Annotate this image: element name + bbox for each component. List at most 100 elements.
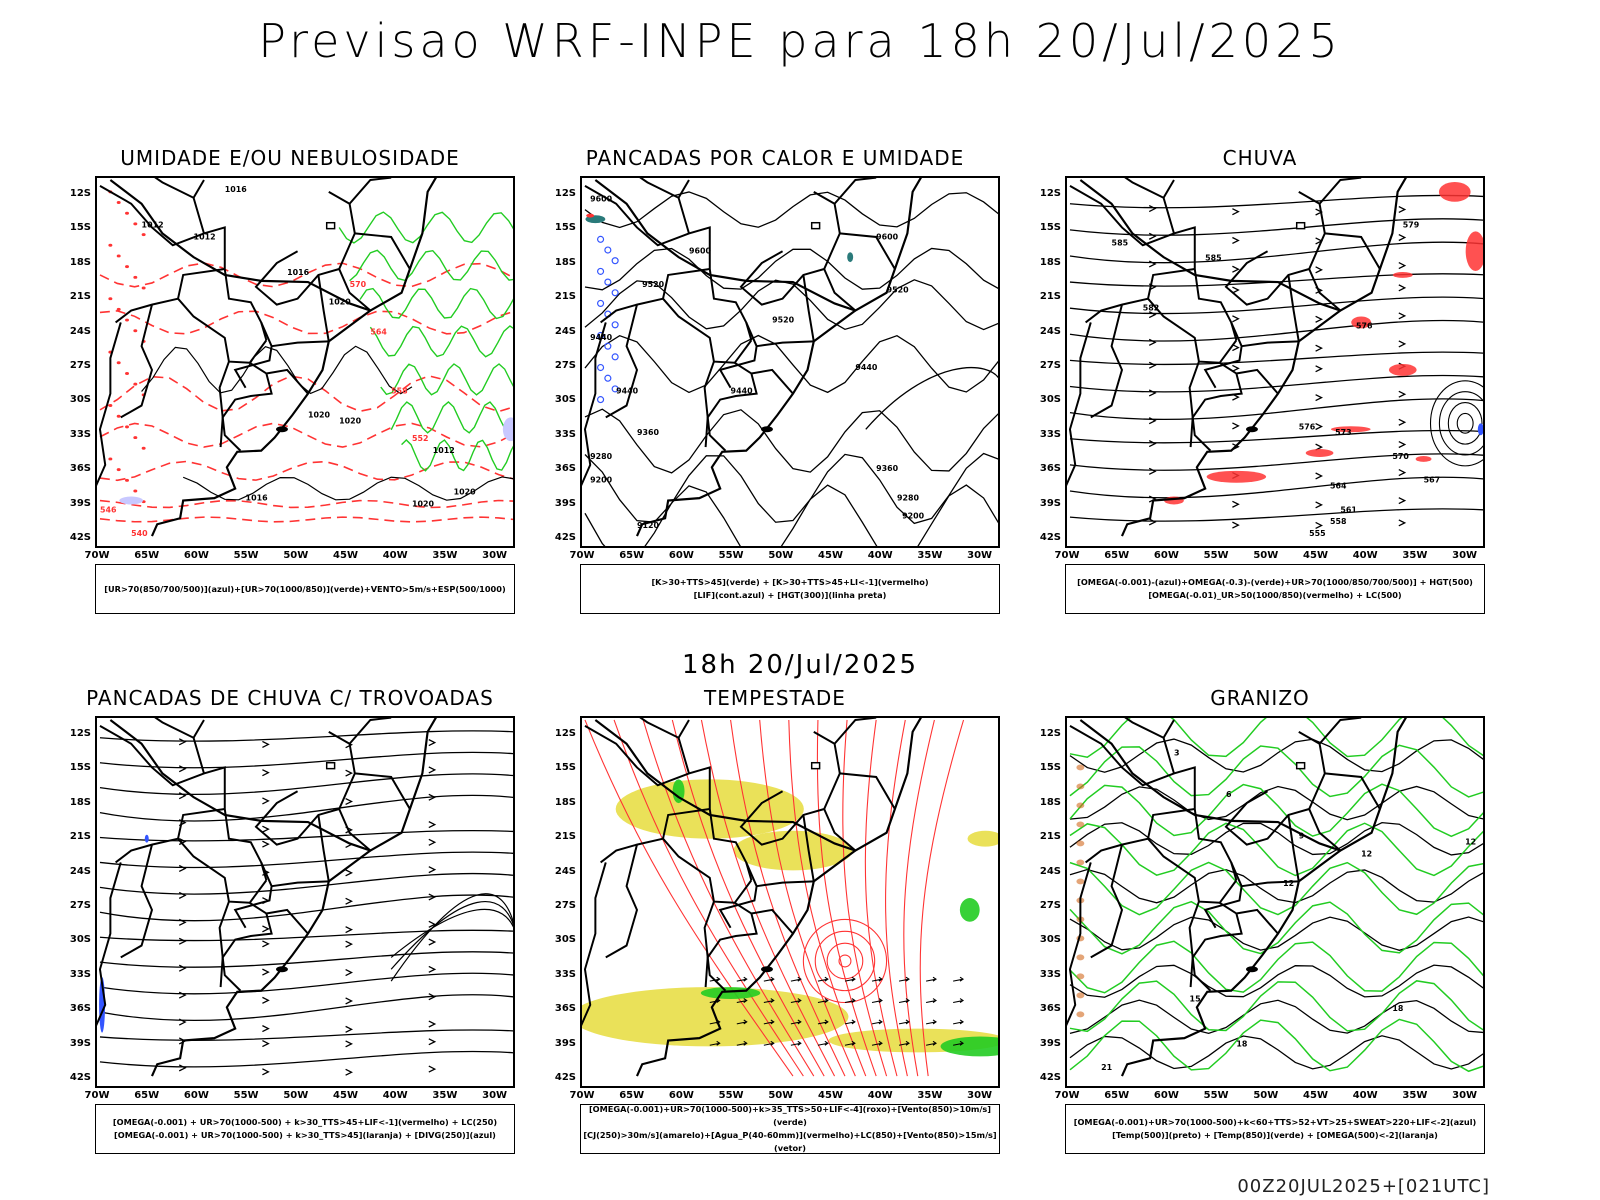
latitude-tick-label: 27S [69, 360, 91, 371]
cyclone-streamline [1438, 391, 1483, 456]
omega-500-area [1076, 878, 1085, 885]
wind-vector [736, 998, 748, 1004]
moisture-cell [116, 468, 121, 472]
temp-500-contour [1069, 868, 1483, 904]
panel-legend: [OMEGA(-0.001)+UR>70(1000-500)+k<60+TTS>… [1065, 1104, 1485, 1154]
latitude-tick-label: 30S [1039, 394, 1061, 406]
height-contour [584, 408, 998, 474]
omega-500-area [1076, 783, 1085, 790]
divergence-area [144, 834, 149, 843]
state-border [97, 862, 122, 1027]
flow-arrow [345, 797, 353, 806]
state-border [677, 179, 690, 199]
state-border [348, 178, 392, 205]
flow-arrow [262, 996, 270, 1004]
latitude-tick-label: 33S [69, 428, 91, 440]
latitude-tick-label: 21S [554, 291, 576, 303]
temp-850-contour [1069, 718, 1483, 759]
contour-label: 9440 [855, 363, 878, 372]
latitude-tick-label: 30S [69, 934, 91, 946]
longitude-tick-label: 35W [1402, 550, 1428, 561]
wind-vector [790, 1040, 802, 1046]
rain-area [1415, 455, 1432, 462]
longitude-tick-label: 50W [768, 550, 794, 561]
state-border [120, 304, 154, 419]
latitude-tick-label: 36S [69, 1003, 91, 1015]
legend-line: [K>30+TTS>45](verde) + [K>30+TTS>45+LI<-… [651, 577, 929, 587]
flow-arrow [1315, 422, 1323, 431]
map-panel: TEMPESTADE 12S 15S 18S 21S 24S 27S 30S 33S 36S 39S… [540, 686, 1010, 1186]
state-border [1324, 232, 1381, 270]
streamline [99, 951, 513, 968]
longitude-tick-label: 70W [1054, 1090, 1080, 1101]
contour-label: 12 [1361, 849, 1372, 858]
flow-arrow [428, 766, 437, 774]
flow-arrow [1148, 467, 1157, 475]
streamline-850 [613, 719, 804, 1077]
flow-arrow [1398, 469, 1407, 477]
flow-arrow [1398, 390, 1407, 398]
flow-arrow [178, 918, 187, 926]
flow-arrow [1398, 497, 1407, 505]
moisture-cell [125, 371, 129, 375]
lifted-index-contour [611, 321, 619, 329]
flow-arrow [1232, 344, 1240, 352]
state-border [1308, 268, 1342, 312]
contour-label: 9360 [876, 464, 899, 473]
longitude-tick-label: 60W [668, 550, 694, 561]
flow-arrow [1148, 495, 1157, 503]
longitude-tick-label: 60W [183, 550, 209, 561]
state-border [1318, 178, 1362, 205]
brasilia-box [325, 761, 336, 770]
legend-line: [LIF](cont.azul) + [HGT(300)](linha pret… [693, 590, 887, 600]
temp-850-contour [1069, 822, 1483, 877]
legend-line: [OMEGA(-0.01)_UR>50(1000/850)(vermelho) … [1148, 590, 1402, 600]
latitude-tick-label: 18S [554, 796, 576, 808]
longitude-tick-label: 50W [1253, 550, 1279, 561]
flow-arrow [1315, 344, 1323, 352]
contour-label: 12 [1465, 838, 1476, 847]
brasilia-box [1295, 761, 1306, 770]
state-border [718, 322, 758, 389]
latitude-tick-label: 42S [1039, 1072, 1061, 1083]
latitude-tick-label: 30S [1039, 934, 1061, 946]
streamline-850 [584, 719, 794, 1077]
flow-arrow [1148, 417, 1157, 425]
map-frame: 1016 1012 1012 1016 1020 1020 1012 1020 1020 1016… [95, 176, 515, 548]
contour-label: 570 [1392, 452, 1409, 461]
state-border [354, 232, 411, 270]
moisture-cell [108, 457, 113, 461]
rain-area [1392, 271, 1413, 278]
rain-area [1206, 470, 1267, 483]
panel-title: CHUVA [1222, 146, 1298, 170]
map-panel: PANCADAS POR CALOR E UMIDADE 12S 15S 18S 21S… [540, 146, 1010, 646]
state-border [605, 844, 639, 959]
panel-title: UMIDADE E/OU NEBULOSIDADE [120, 146, 460, 170]
longitude-tick-label: 50W [768, 1090, 794, 1101]
flow-arrow [1315, 365, 1323, 373]
longitude-tick-label: 40W [1352, 550, 1378, 561]
temp-850-contour [1069, 744, 1483, 798]
longitude-tick-label: 65W [134, 550, 160, 561]
state-border [639, 178, 690, 234]
latitude-tick-label: 36S [1039, 1003, 1061, 1015]
latitude-tick-label: 42S [69, 1072, 91, 1083]
wind-vector [763, 1040, 775, 1046]
streamline-850 [671, 719, 825, 1077]
state-border [1203, 322, 1243, 389]
state-border [254, 730, 356, 846]
streamline-850 [885, 719, 908, 1077]
latitude-tick-label: 18S [69, 256, 91, 268]
wind-vector [871, 998, 883, 1004]
pressure-contour [141, 345, 413, 395]
coastline-south [1120, 309, 1342, 537]
latitude-tick-label: 15S [554, 762, 576, 774]
moisture-cell [133, 275, 138, 279]
latitude-tick-label: 30S [69, 394, 91, 406]
flow-arrow [262, 940, 270, 948]
longitude-tick-label: 55W [233, 1090, 259, 1101]
lifted-index-contour [604, 342, 612, 350]
moisture-cell [133, 436, 138, 440]
cyclone-streamline [838, 954, 852, 968]
latitude-tick-label: 18S [69, 796, 91, 808]
